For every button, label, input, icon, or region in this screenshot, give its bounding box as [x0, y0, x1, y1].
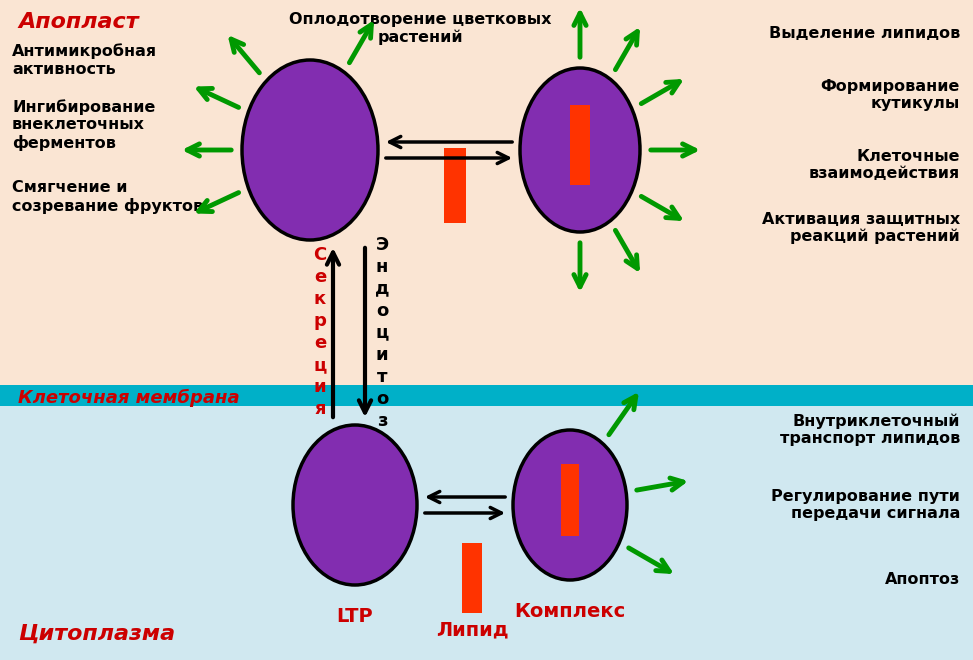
- Text: Выделение липидов: Выделение липидов: [769, 26, 960, 42]
- Text: Ингибирование
внеклеточных
ферментов: Ингибирование внеклеточных ферментов: [12, 99, 156, 151]
- Text: LTP: LTP: [337, 607, 374, 626]
- Text: т: т: [377, 368, 387, 385]
- Text: о: о: [376, 389, 388, 407]
- Text: е: е: [314, 269, 326, 286]
- Text: р: р: [313, 312, 326, 331]
- Text: Клеточные
взаимодействия: Клеточные взаимодействия: [809, 148, 960, 182]
- Text: н: н: [376, 257, 388, 275]
- Text: Внутриклеточный
транспорт липидов: Внутриклеточный транспорт липидов: [779, 414, 960, 446]
- Text: Комплекс: Комплекс: [515, 602, 626, 621]
- Text: ц: ц: [313, 356, 327, 374]
- Ellipse shape: [520, 68, 640, 232]
- Bar: [0, 385, 973, 406]
- Text: Цитоплазма: Цитоплазма: [18, 624, 175, 644]
- Text: ц: ц: [376, 323, 388, 341]
- Text: Оплодотворение цветковых
растений: Оплодотворение цветковых растений: [289, 12, 552, 45]
- Bar: [0, 0, 973, 385]
- Text: Липид: Липид: [436, 620, 508, 639]
- Text: Клеточная мембрана: Клеточная мембрана: [18, 389, 239, 407]
- Text: з: з: [377, 411, 387, 430]
- Ellipse shape: [242, 60, 378, 240]
- Text: и: и: [313, 378, 326, 397]
- Text: С: С: [313, 246, 327, 265]
- Ellipse shape: [513, 430, 627, 580]
- Bar: [444, 147, 466, 222]
- Bar: [462, 543, 482, 613]
- Text: Регулирование пути
передачи сигнала: Регулирование пути передачи сигнала: [772, 489, 960, 521]
- Text: я: я: [314, 401, 326, 418]
- Text: о: о: [376, 302, 388, 319]
- Text: Апоптоз: Апоптоз: [884, 572, 960, 587]
- Text: и: и: [376, 345, 388, 364]
- Text: Формирование
кутикулы: Формирование кутикулы: [820, 79, 960, 111]
- Ellipse shape: [293, 425, 417, 585]
- Bar: [0, 406, 973, 660]
- Text: к: к: [314, 290, 326, 308]
- Text: д: д: [375, 279, 389, 298]
- Text: Антимикробная
активность: Антимикробная активность: [12, 44, 157, 77]
- Bar: [570, 105, 590, 185]
- Text: Активация защитных
реакций растений: Активация защитных реакций растений: [762, 211, 960, 244]
- Text: Э: Э: [376, 236, 388, 253]
- Text: е: е: [314, 335, 326, 352]
- Text: Смягчение и
созревание фруктов: Смягчение и созревание фруктов: [12, 180, 203, 214]
- Bar: [561, 464, 579, 536]
- Text: Апопласт: Апопласт: [18, 12, 138, 32]
